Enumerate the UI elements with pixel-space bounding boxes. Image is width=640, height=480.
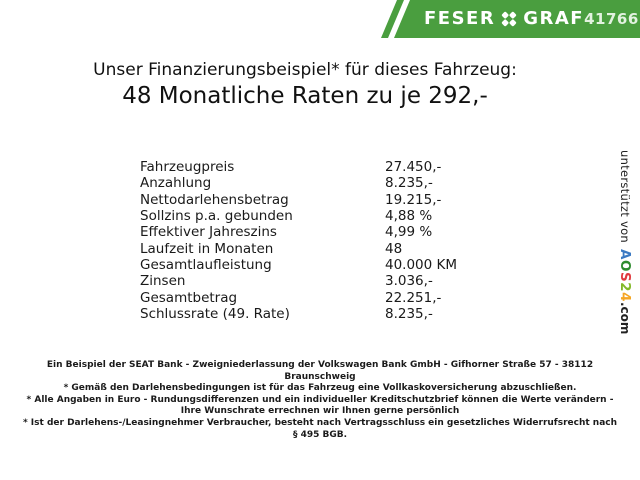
row-value: 27.450,- (385, 159, 442, 176)
table-row: Schlussrate (49. Rate) 8.235,- (140, 306, 560, 322)
vehicle-number: 41766 (584, 10, 639, 28)
row-value: 8.235,- (385, 175, 433, 192)
row-value: 19.215,- (385, 191, 442, 208)
disclaimer-line: * Gemäß den Darlehensbedingungen ist für… (63, 383, 577, 394)
financing-example-heading: Unser Finanzierungsbeispiel* für dieses … (93, 60, 517, 80)
monthly-rate-heading: 48 Monatliche Raten zu je 292,- (122, 83, 488, 109)
disclaimer-line: * Alle Angaben in Euro - Rundungsdiffere… (26, 394, 614, 417)
supported-by-label: unterstützt von (618, 150, 632, 244)
row-value: 3.036,- (385, 273, 433, 290)
table-row: Laufzeit in Monaten 48 (140, 240, 560, 257)
row-value: 4,99 % (385, 224, 433, 241)
row-value: 40.000 KM (385, 256, 458, 273)
aos24-letter-4: 4 (617, 292, 633, 303)
logo-word-feser: FESER (424, 8, 496, 29)
row-label: Effektiver Jahreszins (140, 224, 277, 241)
disclaimer-footer: Ein Beispiel der SEAT Bank - Zweignieder… (22, 360, 618, 441)
row-value: 48 (385, 240, 403, 257)
header-banner: FESER GRAF 41766 (394, 0, 640, 38)
table-row: Sollzins p.a. gebunden 4,88 % (140, 208, 560, 224)
row-label: Laufzeit in Monaten (140, 240, 274, 257)
row-label: Fahrzeugpreis (140, 159, 235, 176)
title-block: Unser Finanzierungsbeispiel* für dieses … (0, 60, 610, 109)
row-value: 8.235,- (385, 305, 433, 322)
table-row: Zinsen 3.036,- (140, 273, 560, 289)
row-label: Nettodarlehensbetrag (140, 191, 289, 208)
disclaimer-line: Ein Beispiel der SEAT Bank - Zweignieder… (46, 360, 594, 382)
table-row: Gesamtlaufleistung 40.000 KM (140, 257, 560, 273)
aos24-letter-1: O (617, 259, 633, 272)
row-label: Anzahlung (140, 175, 212, 192)
table-row: Effektiver Jahreszins 4,99 % (140, 224, 560, 240)
table-row: Gesamtbetrag 22.251,- (140, 289, 560, 306)
row-label: Gesamtbetrag (140, 289, 238, 306)
row-value: 4,88 % (385, 208, 433, 225)
row-label: Gesamtlaufleistung (140, 256, 272, 273)
finance-table: Fahrzeugpreis 27.450,- Anzahlung 8.235,-… (140, 159, 560, 322)
row-label: Sollzins p.a. gebunden (140, 208, 293, 225)
aos24-letter-0: A (617, 249, 633, 260)
logo-word-graf: GRAF (523, 8, 585, 29)
aos24-domain-suffix: .com (618, 302, 632, 335)
supported-by-vertical-text: unterstützt von AOS24 .com (617, 150, 633, 345)
aos24-logo: AOS24 (617, 249, 633, 302)
aos24-letter-2: S (617, 271, 633, 283)
table-row: Fahrzeugpreis 27.450,- (140, 159, 560, 175)
table-row: Nettodarlehensbetrag 19.215,- (140, 192, 560, 208)
row-value: 22.251,- (385, 289, 442, 306)
table-row: Anzahlung 8.235,- (140, 175, 560, 191)
disclaimer-line: * Ist der Darlehens-/Leasingnehmer Verbr… (22, 417, 618, 440)
feser-graf-logo: FESER GRAF (424, 10, 584, 28)
clover-icon (500, 10, 518, 28)
row-label: Zinsen (140, 273, 186, 290)
aos24-letter-3: 2 (617, 282, 633, 293)
row-label: Schlussrate (49. Rate) (140, 305, 290, 322)
